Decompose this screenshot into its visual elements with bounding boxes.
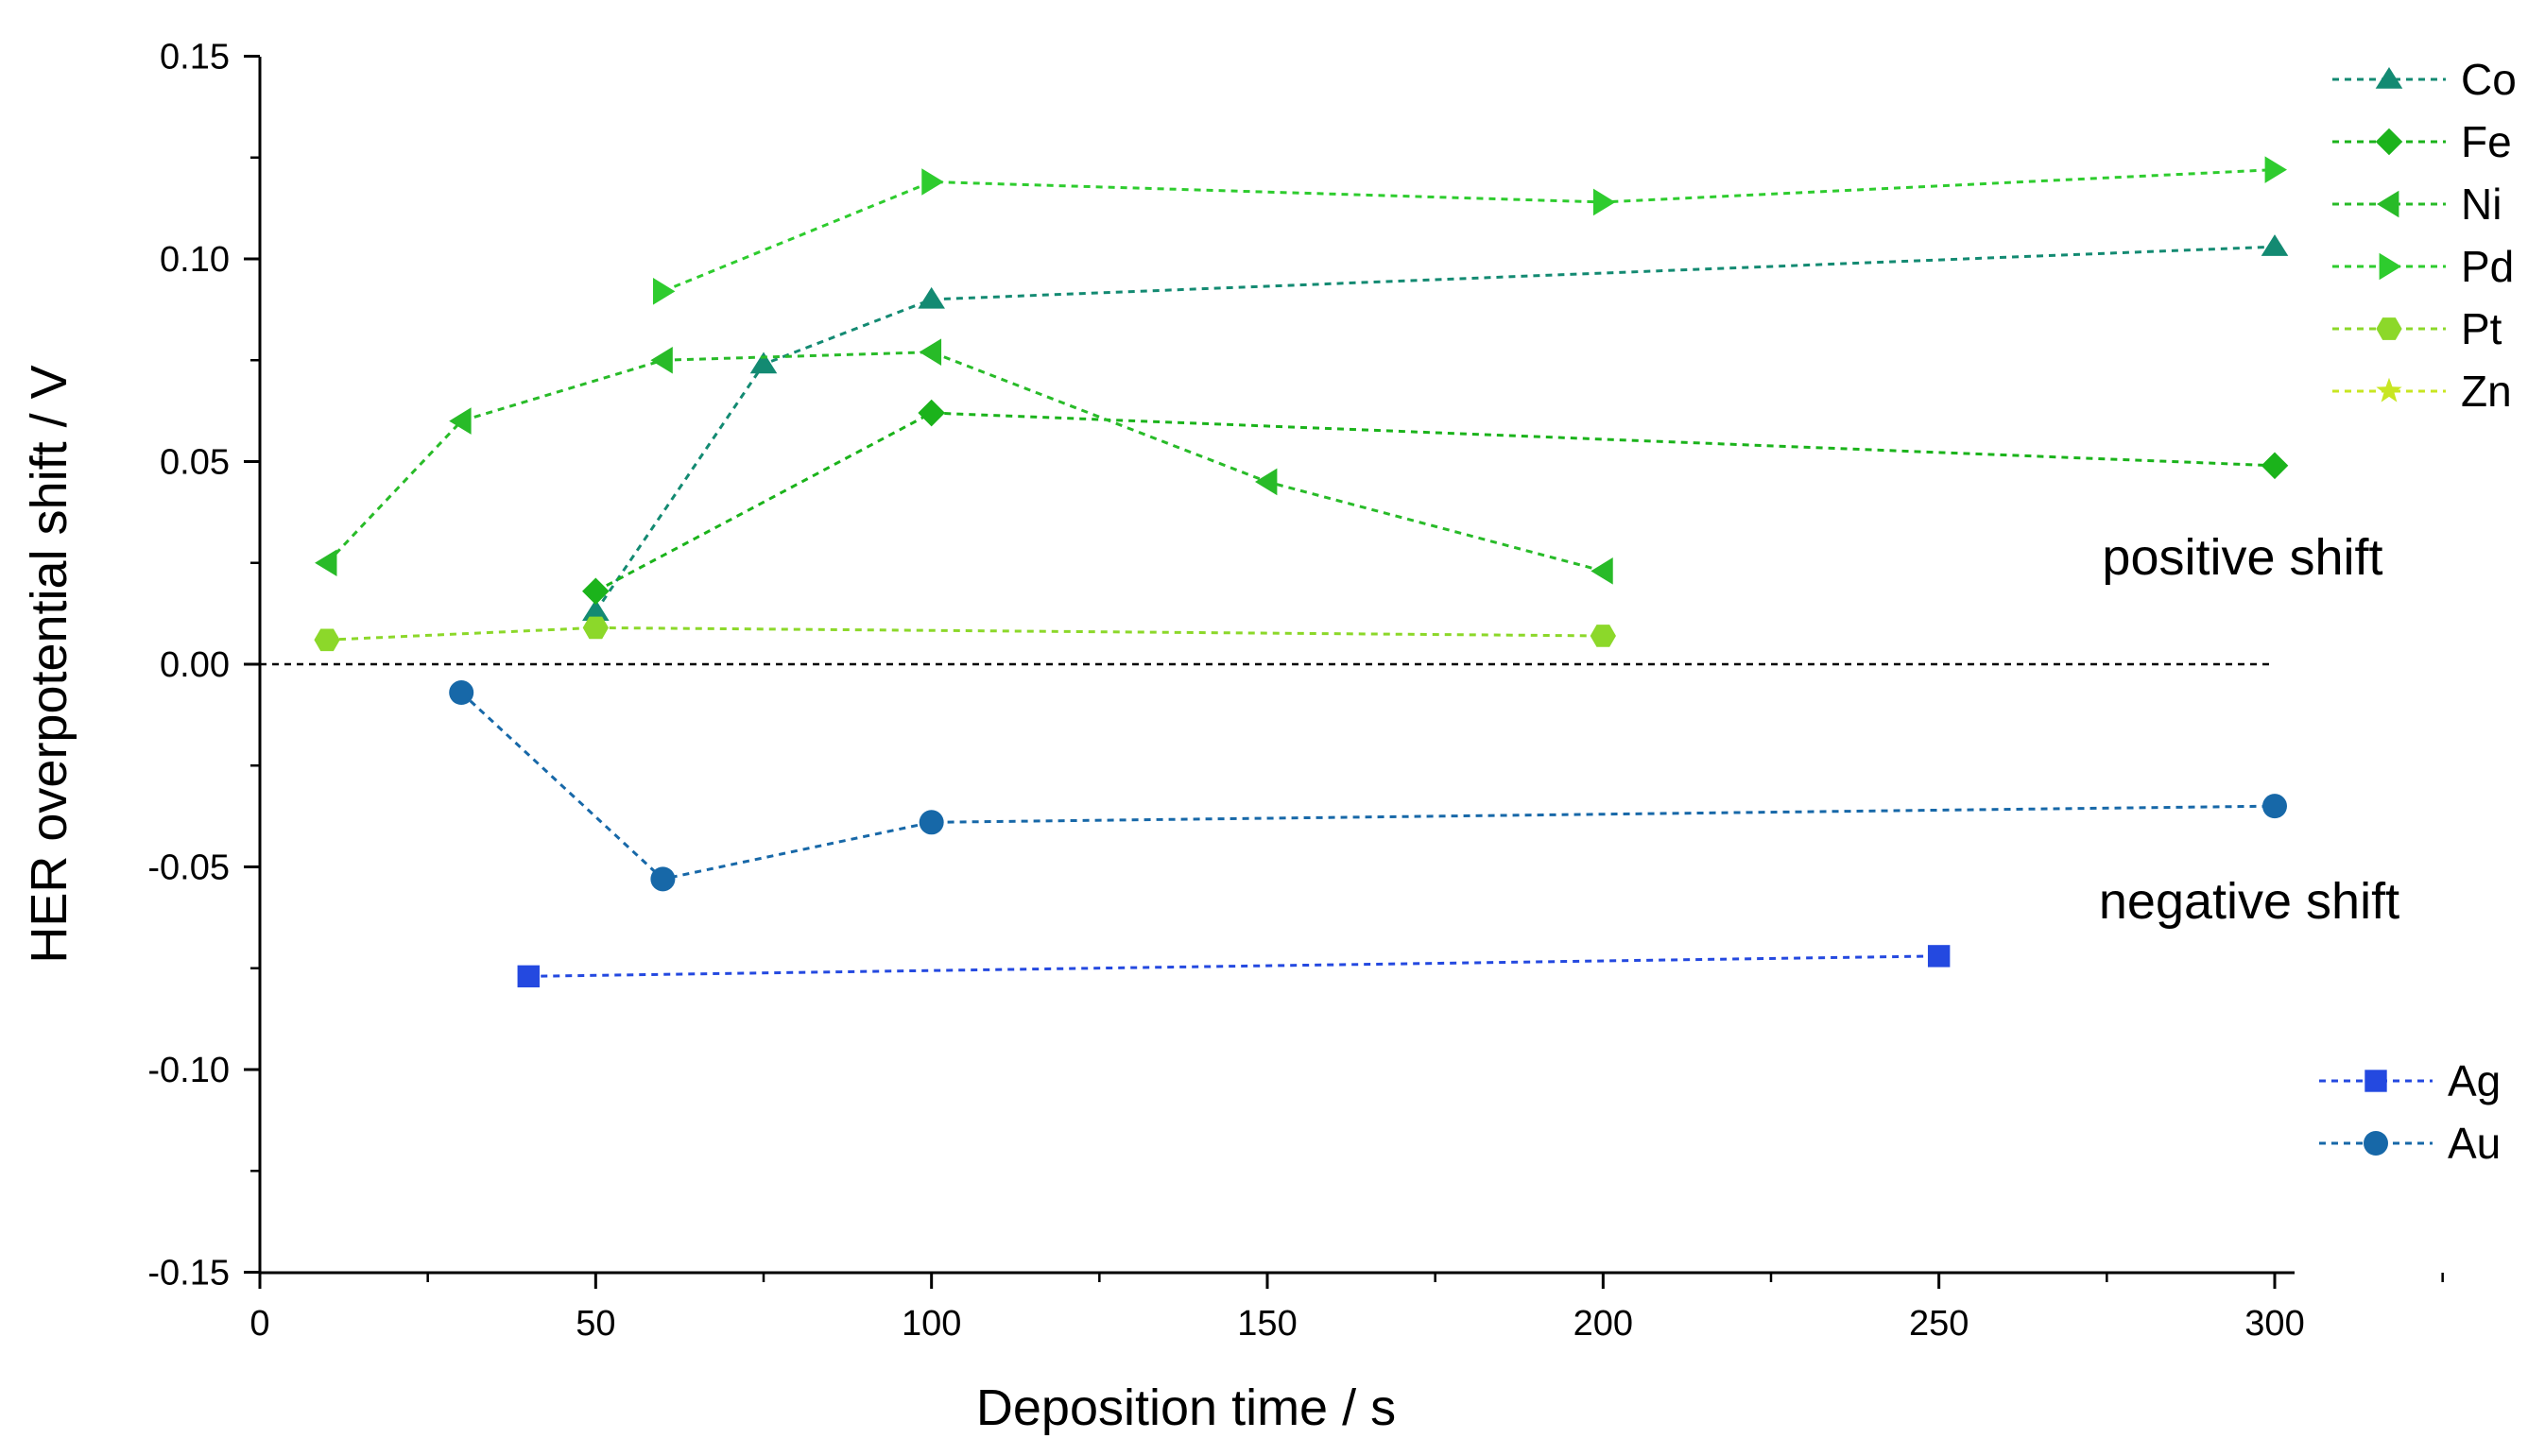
- data-point-pt: [582, 616, 609, 640]
- series-fe: [582, 399, 2289, 606]
- x-tick-label: 250: [1909, 1304, 1969, 1344]
- data-point-pt: [314, 628, 340, 652]
- legend-marker-fe: [2375, 128, 2403, 156]
- legend-item-zn: Zn: [2332, 367, 2512, 416]
- series-line-pt: [326, 625, 1604, 642]
- ticks-layer: 0 50 100 150 200 250 300 -0.15 -0.10 -0.05 0.00 0.0…: [147, 38, 2444, 1344]
- y-tick-label: 0.15: [160, 38, 230, 77]
- legend-item-pt: Pt: [2332, 304, 2502, 353]
- data-point-pd: [921, 168, 944, 196]
- legend-marker-co: [2375, 67, 2403, 89]
- data-point-pt: [1590, 625, 1616, 647]
- annotation-negative-shift: negative shift: [2099, 873, 2399, 930]
- legend-label-ni: Ni: [2461, 180, 2502, 229]
- legend: Co Fe Ni Pd Pt Zn Ag Au: [2319, 55, 2517, 1168]
- x-tick-label: 0: [249, 1304, 269, 1344]
- data-point-pd: [1592, 188, 1616, 216]
- data-point-ni: [1255, 468, 1278, 496]
- legend-marker-pt: [2376, 317, 2402, 340]
- series-ag: [517, 945, 1951, 988]
- y-tick-label: -0.10: [147, 1051, 230, 1090]
- x-tick-label: 200: [1573, 1304, 1633, 1344]
- data-point-ag: [517, 965, 540, 988]
- legend-item-ag: Ag: [2319, 1056, 2501, 1105]
- legend-label-fe: Fe: [2461, 117, 2512, 166]
- series-line-ag: [528, 954, 1939, 978]
- x-tick-label: 300: [2244, 1304, 2304, 1344]
- data-point-fe: [582, 577, 610, 606]
- data-point-pd: [2264, 156, 2287, 183]
- x-tick-label: 100: [902, 1304, 961, 1344]
- data-point-ni: [1591, 557, 1613, 585]
- series-line-au: [460, 691, 2276, 881]
- series-ni: [315, 338, 1613, 585]
- y-tick-label: 0.05: [160, 443, 230, 483]
- legend-item-fe: Fe: [2332, 117, 2512, 166]
- data-point-fe: [918, 399, 945, 427]
- y-tick-label: 0.00: [160, 645, 230, 685]
- legend-marker-au: [2364, 1131, 2388, 1156]
- legend-label-pt: Pt: [2461, 304, 2502, 353]
- legend-label-zn: Zn: [2461, 367, 2512, 416]
- legend-item-pd: Pd: [2332, 242, 2514, 291]
- series-pt: [314, 616, 1616, 652]
- data-point-pd: [653, 278, 676, 305]
- legend-item-co: Co: [2332, 55, 2517, 104]
- series-line-pd: [662, 168, 2276, 293]
- y-tick-label: -0.15: [147, 1254, 230, 1293]
- data-point-au: [650, 866, 676, 892]
- axes-layer: [258, 57, 2295, 1275]
- data-point-ni: [650, 346, 673, 374]
- legend-label-co: Co: [2461, 55, 2517, 104]
- series-layer: [314, 156, 2289, 988]
- data-point-co: [2261, 234, 2289, 256]
- data-point-au: [2262, 794, 2287, 819]
- legend-label-ag: Ag: [2448, 1056, 2501, 1105]
- data-point-ni: [449, 407, 472, 435]
- data-point-ni: [315, 549, 337, 577]
- x-tick-label: 50: [576, 1304, 615, 1344]
- annotation-positive-shift: positive shift: [2102, 529, 2382, 586]
- data-point-fe: [2261, 452, 2289, 480]
- legend-label-au: Au: [2448, 1119, 2501, 1168]
- data-point-co: [918, 286, 945, 309]
- data-point-co: [582, 599, 610, 621]
- series-co: [582, 234, 2289, 621]
- series-pd: [653, 156, 2287, 305]
- y-axis-title: HER overpotential shift / V: [21, 365, 77, 963]
- y-tick-label: -0.05: [147, 848, 230, 888]
- data-point-au: [449, 680, 474, 706]
- legend-marker-pd: [2379, 252, 2401, 281]
- legend-item-au: Au: [2319, 1119, 2501, 1168]
- series-line-co: [594, 245, 2276, 613]
- data-point-ni: [919, 338, 942, 366]
- x-axis-title: Deposition time / s: [976, 1379, 1396, 1436]
- legend-marker-ag: [2364, 1070, 2387, 1092]
- legend-marker-ni: [2377, 190, 2399, 218]
- series-line-ni: [325, 351, 1604, 573]
- legend-marker-zn: [2376, 377, 2402, 403]
- legend-label-pd: Pd: [2461, 242, 2514, 291]
- series-line-fe: [594, 411, 2276, 593]
- x-tick-label: 150: [1237, 1304, 1297, 1344]
- legend-item-ni: Ni: [2332, 180, 2502, 229]
- data-point-co: [749, 351, 778, 374]
- data-point-ag: [1927, 945, 1951, 968]
- series-au: [449, 680, 2287, 892]
- data-point-au: [919, 810, 944, 835]
- y-tick-label: 0.10: [160, 240, 230, 280]
